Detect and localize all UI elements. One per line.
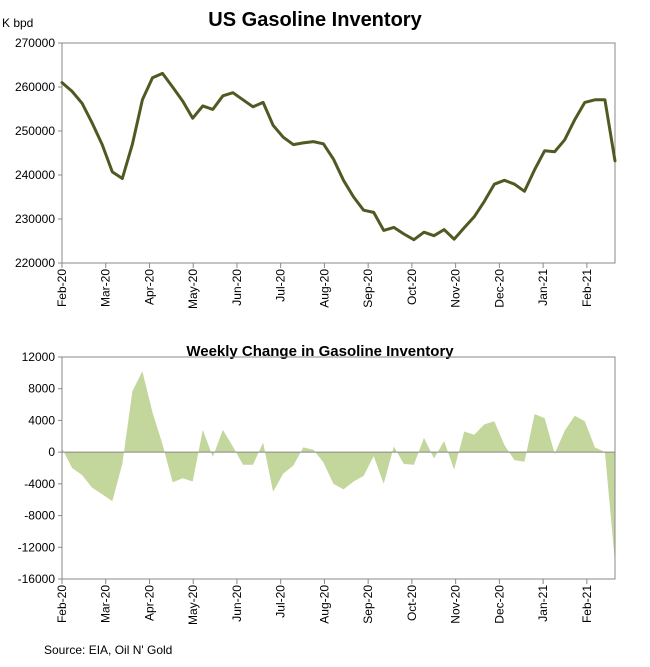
weekly-change-y-tick-label: -4000 <box>24 477 55 491</box>
inventory-x-tick-label: Mar-20 <box>99 269 113 307</box>
inventory-y-tick-label: 240000 <box>15 168 55 182</box>
inventory-chart: US Gasoline Inventory K bpd 220000 230000… <box>2 9 617 309</box>
weekly-change-x-tick-label: Oct-20 <box>405 585 419 621</box>
inventory-x-ticks: Feb-20 Mar-20 Apr-20 May-20 Jun-20 Jul-20 Aug-… <box>55 263 594 309</box>
inventory-x-tick-label: Sep-20 <box>361 269 375 308</box>
weekly-change-chart-title: Weekly Change in Gasoline Inventory <box>186 343 454 360</box>
inventory-x-tick-label: Feb-21 <box>580 269 594 307</box>
inventory-series-line <box>60 71 617 242</box>
weekly-change-y-tick-label: 0 <box>48 445 55 459</box>
weekly-change-y-tick-label: 8000 <box>28 382 55 396</box>
inventory-x-tick-label: Jan-21 <box>536 269 550 306</box>
inventory-x-tick-label: Oct-20 <box>405 269 419 305</box>
weekly-change-x-tick-label: Sep-20 <box>361 585 375 624</box>
inventory-x-tick-label: Aug-20 <box>317 269 331 308</box>
weekly-change-x-tick-label: Apr-20 <box>142 585 156 621</box>
inventory-chart-title: US Gasoline Inventory <box>208 9 422 31</box>
inventory-y-tick-label: 270000 <box>15 36 55 50</box>
weekly-change-x-tick-label: Jul-20 <box>274 585 288 618</box>
weekly-change-x-ticks: Feb-20 Mar-20 Apr-20 May-20 Jun-20 Jul-20 Aug-… <box>55 579 594 625</box>
weekly-change-x-tick-label: Jan-21 <box>536 585 550 622</box>
inventory-plot-frame <box>61 42 616 264</box>
inventory-y-unit: K bpd <box>2 16 33 30</box>
weekly-change-x-tick-label: Jun-20 <box>230 585 244 622</box>
inventory-y-tick-label: 220000 <box>15 256 55 270</box>
weekly-change-chart: Weekly Change in Gasoline Inventory -160… <box>18 343 616 625</box>
weekly-change-series-area <box>62 371 615 563</box>
weekly-change-y-tick-label: -12000 <box>18 540 56 554</box>
inventory-y-tick-label: 250000 <box>15 124 55 138</box>
weekly-change-y-tick-label: 4000 <box>28 413 55 427</box>
weekly-change-y-tick-label: 12000 <box>22 350 56 364</box>
inventory-y-tick-label: 230000 <box>15 212 55 226</box>
inventory-x-tick-label: Dec-20 <box>492 269 506 308</box>
inventory-x-tick-label: Jun-20 <box>230 269 244 306</box>
weekly-change-x-tick-label: Nov-20 <box>449 585 463 624</box>
weekly-change-x-tick-label: Mar-20 <box>99 585 113 623</box>
weekly-change-y-ticks: -16000 -12000 -8000 -4000 0 4000 8000 12000 <box>18 350 62 586</box>
weekly-change-x-tick-label: May-20 <box>186 585 200 625</box>
inventory-x-tick-label: Apr-20 <box>142 269 156 305</box>
weekly-change-y-tick-label: -16000 <box>18 572 56 586</box>
inventory-y-ticks: 220000 230000 240000 250000 260000 270000 <box>15 36 62 270</box>
inventory-x-tick-label: Nov-20 <box>449 269 463 308</box>
weekly-change-y-tick-label: -8000 <box>24 509 55 523</box>
weekly-change-x-tick-label: Aug-20 <box>317 585 331 624</box>
weekly-change-x-tick-label: Feb-20 <box>55 585 69 623</box>
inventory-x-tick-label: May-20 <box>186 269 200 309</box>
weekly-change-x-tick-label: Dec-20 <box>492 585 506 624</box>
weekly-change-plot-frame <box>61 356 616 580</box>
weekly-change-x-tick-label: Feb-21 <box>580 585 594 623</box>
inventory-x-tick-label: Feb-20 <box>55 269 69 307</box>
inventory-x-tick-label: Jul-20 <box>274 269 288 302</box>
inventory-y-tick-label: 260000 <box>15 80 55 94</box>
source-note: Source: EIA, Oil N' Gold <box>44 643 172 657</box>
